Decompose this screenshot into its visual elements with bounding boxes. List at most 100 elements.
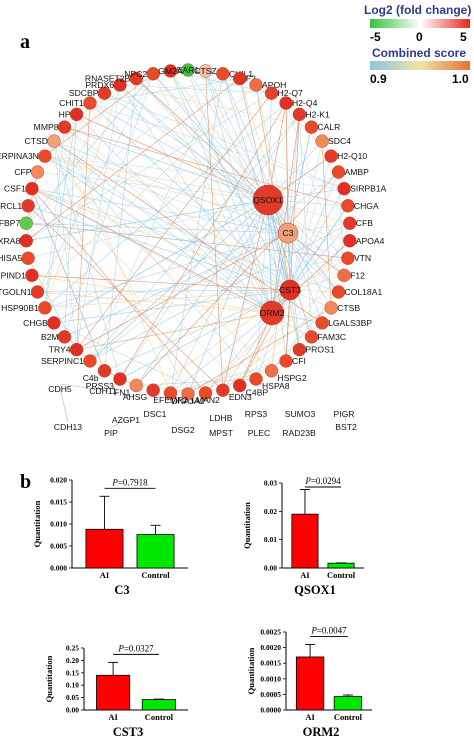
isolated-node-mpst[interactable]: MPST — [209, 428, 234, 438]
node-fn1[interactable]: FN1 — [114, 378, 143, 398]
network-edge — [44, 73, 154, 157]
node-b2m[interactable]: B2M — [41, 330, 72, 344]
node-dnaja2[interactable]: DNAJA2 — [172, 387, 205, 407]
node-lman2[interactable]: LMAN2 — [191, 386, 220, 406]
network-edge — [267, 102, 287, 201]
y-tick-label: 0.0005 — [260, 690, 281, 699]
node-c4bp[interactable]: C4BP — [233, 378, 268, 398]
node-h2-q10[interactable]: H2-Q10 — [324, 149, 368, 163]
node-hsp90b1[interactable]: HSP90B1 — [1, 301, 52, 315]
node-circle — [264, 364, 279, 378]
node-chit1[interactable]: CHIT1 — [59, 96, 97, 110]
node-igfbp7[interactable]: IGFBP7 — [0, 216, 33, 230]
isolated-node-rad23b[interactable]: RAD23B — [282, 428, 316, 438]
node-hspa8[interactable]: HSPA8 — [249, 372, 290, 392]
node-h2-q7[interactable]: H2-Q7 — [264, 86, 303, 100]
node-serpinc1[interactable]: SERPINC1 — [41, 354, 97, 368]
p-value: P=0.0327 — [117, 643, 154, 653]
network-edge — [76, 114, 273, 314]
network-edge — [64, 127, 171, 394]
node-prss3[interactable]: PRSS3 — [86, 372, 127, 392]
node-sdc4[interactable]: SDC4 — [315, 134, 352, 148]
isolated-node-dsg2[interactable]: DSG2 — [171, 425, 195, 435]
isolated-node-cdh5[interactable]: CDH5 — [48, 384, 72, 394]
node-gm2a[interactable]: GM2A — [158, 64, 183, 78]
node-circle — [292, 342, 307, 357]
isolated-node-azgp1[interactable]: AZGP1 — [112, 415, 140, 425]
node-label: B2M — [41, 332, 59, 342]
node-serpina3n[interactable]: SERPINA3N — [0, 149, 52, 163]
node-circle — [97, 364, 112, 378]
node-csf1[interactable]: CSF1 — [4, 181, 39, 196]
node-tgoln1[interactable]: TGOLN1 — [0, 285, 45, 299]
isolated-node-ldhb[interactable]: LDHB — [210, 413, 233, 423]
node-hp[interactable]: HP — [59, 107, 84, 122]
node-chgb[interactable]: CHGB — [23, 316, 61, 330]
hub-node-qsox1[interactable]: QSOX1 — [252, 184, 284, 216]
isolated-node-cdh11[interactable]: CDH11 — [89, 386, 117, 396]
node-chga[interactable]: CHGA — [341, 199, 379, 213]
node-cfb[interactable]: CFB — [343, 216, 373, 230]
node-label: FN1 — [114, 388, 130, 398]
node-ear1[interactable]: EAR1 — [177, 63, 200, 77]
node-hspg2[interactable]: HSPG2 — [264, 364, 307, 383]
isolated-node-rps3[interactable]: RPS3 — [245, 409, 268, 419]
isolated-node-plec[interactable]: PLEC — [248, 428, 270, 438]
node-mxra8[interactable]: MXRA8 — [0, 234, 33, 248]
node-cfp[interactable]: CFP — [14, 165, 45, 179]
isolated-node-bst2[interactable]: BST2 — [335, 422, 357, 432]
node-ambp[interactable]: AMBP — [331, 165, 369, 179]
node-sparcl1[interactable]: SPARCL1 — [0, 199, 35, 213]
node-mmp8[interactable]: MMP8 — [34, 120, 72, 134]
node-ctsz[interactable]: CTSZ — [194, 64, 217, 78]
node-f2[interactable]: F2 — [233, 71, 256, 86]
node-sirpb1a[interactable]: SIRPB1A — [337, 181, 387, 196]
hub-node-cst3[interactable]: CST3 — [279, 279, 301, 301]
isolated-node-cdh13[interactable]: CDH13 — [54, 422, 82, 432]
node-f12[interactable]: F12 — [337, 268, 366, 283]
node-circle — [198, 64, 213, 78]
y-axis-label: Quantitation — [44, 655, 54, 702]
node-ctsb[interactable]: CTSB — [324, 301, 361, 315]
node-npc2[interactable]: NPC2 — [124, 67, 160, 81]
node-pros1[interactable]: PROS1 — [292, 342, 335, 357]
combined-score-colorbar — [370, 61, 470, 70]
network-edge — [89, 114, 300, 362]
hub-node-orm2[interactable]: ORM2 — [260, 300, 285, 326]
node-h2-k1[interactable]: H2-K1 — [292, 107, 330, 122]
node-label: CHGB — [23, 318, 48, 328]
node-vtn[interactable]: VTN — [341, 251, 371, 265]
node-rnaset2b[interactable]: RNASET2B — [85, 71, 143, 86]
network-edge — [89, 171, 339, 362]
node-circle — [38, 301, 52, 315]
network-edge — [119, 84, 272, 94]
node-serpind1[interactable]: SERPIND1 — [0, 268, 39, 283]
node-efemp2[interactable]: EFEMP2 — [153, 386, 188, 406]
category-label: AI — [305, 712, 315, 722]
node-c4b[interactable]: C4b — [83, 364, 112, 383]
node-apoh[interactable]: APOH — [249, 78, 287, 92]
hub-node-c3[interactable]: C3 — [277, 222, 299, 244]
isolated-node-pigr[interactable]: PIGR — [333, 409, 354, 419]
node-prdx6[interactable]: PRDX6 — [85, 78, 127, 92]
network-edge — [76, 84, 121, 350]
node-edn3[interactable]: EDN3 — [216, 383, 252, 403]
node-calr[interactable]: CALR — [304, 120, 340, 134]
node-h2-q4[interactable]: H2-Q4 — [279, 96, 318, 110]
node-col18a1[interactable]: COL18A1 — [331, 285, 382, 299]
node-label: NPC2 — [124, 69, 147, 79]
node-cfi[interactable]: CFI — [279, 354, 306, 368]
p-value-text: =0.0047 — [317, 625, 347, 635]
node-ahsg[interactable]: AHSG — [123, 383, 160, 403]
isolated-node-pip[interactable]: PIP — [104, 428, 118, 438]
isolated-node-sumo3[interactable]: SUMO3 — [285, 409, 316, 419]
isolated-node-dsc1[interactable]: DSC1 — [144, 409, 167, 419]
node-sdcbp[interactable]: SDCBP — [69, 86, 112, 100]
network-edge — [31, 188, 291, 291]
node-lgals3bp[interactable]: LGALS3BP — [315, 316, 373, 330]
node-apoa4[interactable]: APOA4 — [343, 234, 385, 248]
node-shisa5[interactable]: SHISA5 — [0, 251, 35, 265]
node-fam3c[interactable]: FAM3C — [304, 330, 346, 344]
node-try4[interactable]: TRY4 — [49, 342, 84, 357]
node-ctsd[interactable]: CTSD — [25, 134, 61, 148]
